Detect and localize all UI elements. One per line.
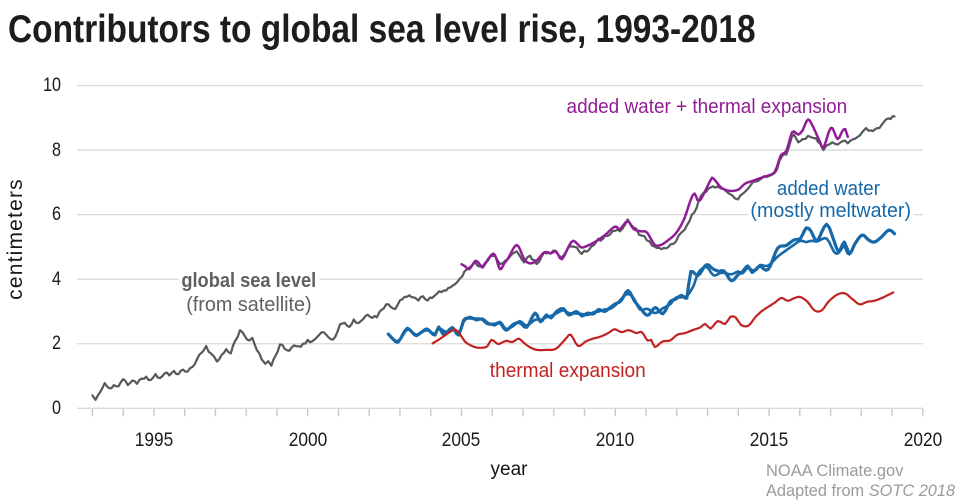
series-thermal: [431, 291, 895, 352]
series-added_water: [386, 222, 897, 344]
y-tick-label-0: 0: [51, 397, 61, 419]
label-global-sea-level-line2: (from satellite): [0, 293, 529, 317]
x-tick-label-1995: 1995: [134, 429, 174, 451]
x-axis-title: year: [490, 459, 528, 480]
label-added-water-line2-text: (mostly meltwater): [747, 198, 914, 223]
y-tick-label-8: 8: [51, 139, 61, 161]
x-tick-label-2015: 2015: [749, 429, 789, 451]
y-tick-label-4: 4: [51, 268, 61, 290]
label-added-water-line1-text: added water: [776, 177, 880, 201]
label-global-sea-level-line1: global sea level: [0, 269, 529, 293]
attribution-adapted-from: Adapted from SOTC 2018: [766, 481, 955, 501]
y-tick-label-10: 10: [42, 75, 61, 96]
attribution-source-site: NOAA Climate.gov: [766, 461, 904, 480]
x-tick-label-2010: 2010: [596, 429, 635, 451]
label-added-water-plus-thermal-expansion: added water + thermal expansion: [427, 95, 960, 119]
label-added-water-line1: added water: [548, 177, 960, 201]
x-tick-label-2020: 2020: [903, 429, 943, 451]
y-tick-label-2: 2: [51, 333, 61, 355]
attribution: NOAA Climate.gov Adapted from SOTC 2018: [766, 461, 960, 500]
label-thermal-expansion: thermal expansion: [288, 359, 848, 383]
x-tick-label-2005: 2005: [442, 429, 481, 451]
y-tick-label-6: 6: [51, 204, 61, 226]
series-combo: [460, 118, 850, 271]
label-added-water-plus-thermal-expansion-text: added water + thermal expansion: [566, 94, 848, 118]
attribution-adapted-source: SOTC 2018: [868, 480, 956, 500]
x-tick-label-2000: 2000: [288, 429, 327, 451]
attribution-adapted-prefix: Adapted from: [766, 480, 869, 500]
label-global-sea-level-line2-text: (from satellite): [185, 293, 312, 317]
chart-title: Contributors to global sea level rise, 1…: [8, 8, 756, 51]
label-global-sea-level-line1-text: global sea level: [178, 269, 319, 293]
label-thermal-expansion-text: thermal expansion: [490, 358, 646, 382]
label-added-water-line2: (mostly meltwater): [551, 198, 960, 223]
